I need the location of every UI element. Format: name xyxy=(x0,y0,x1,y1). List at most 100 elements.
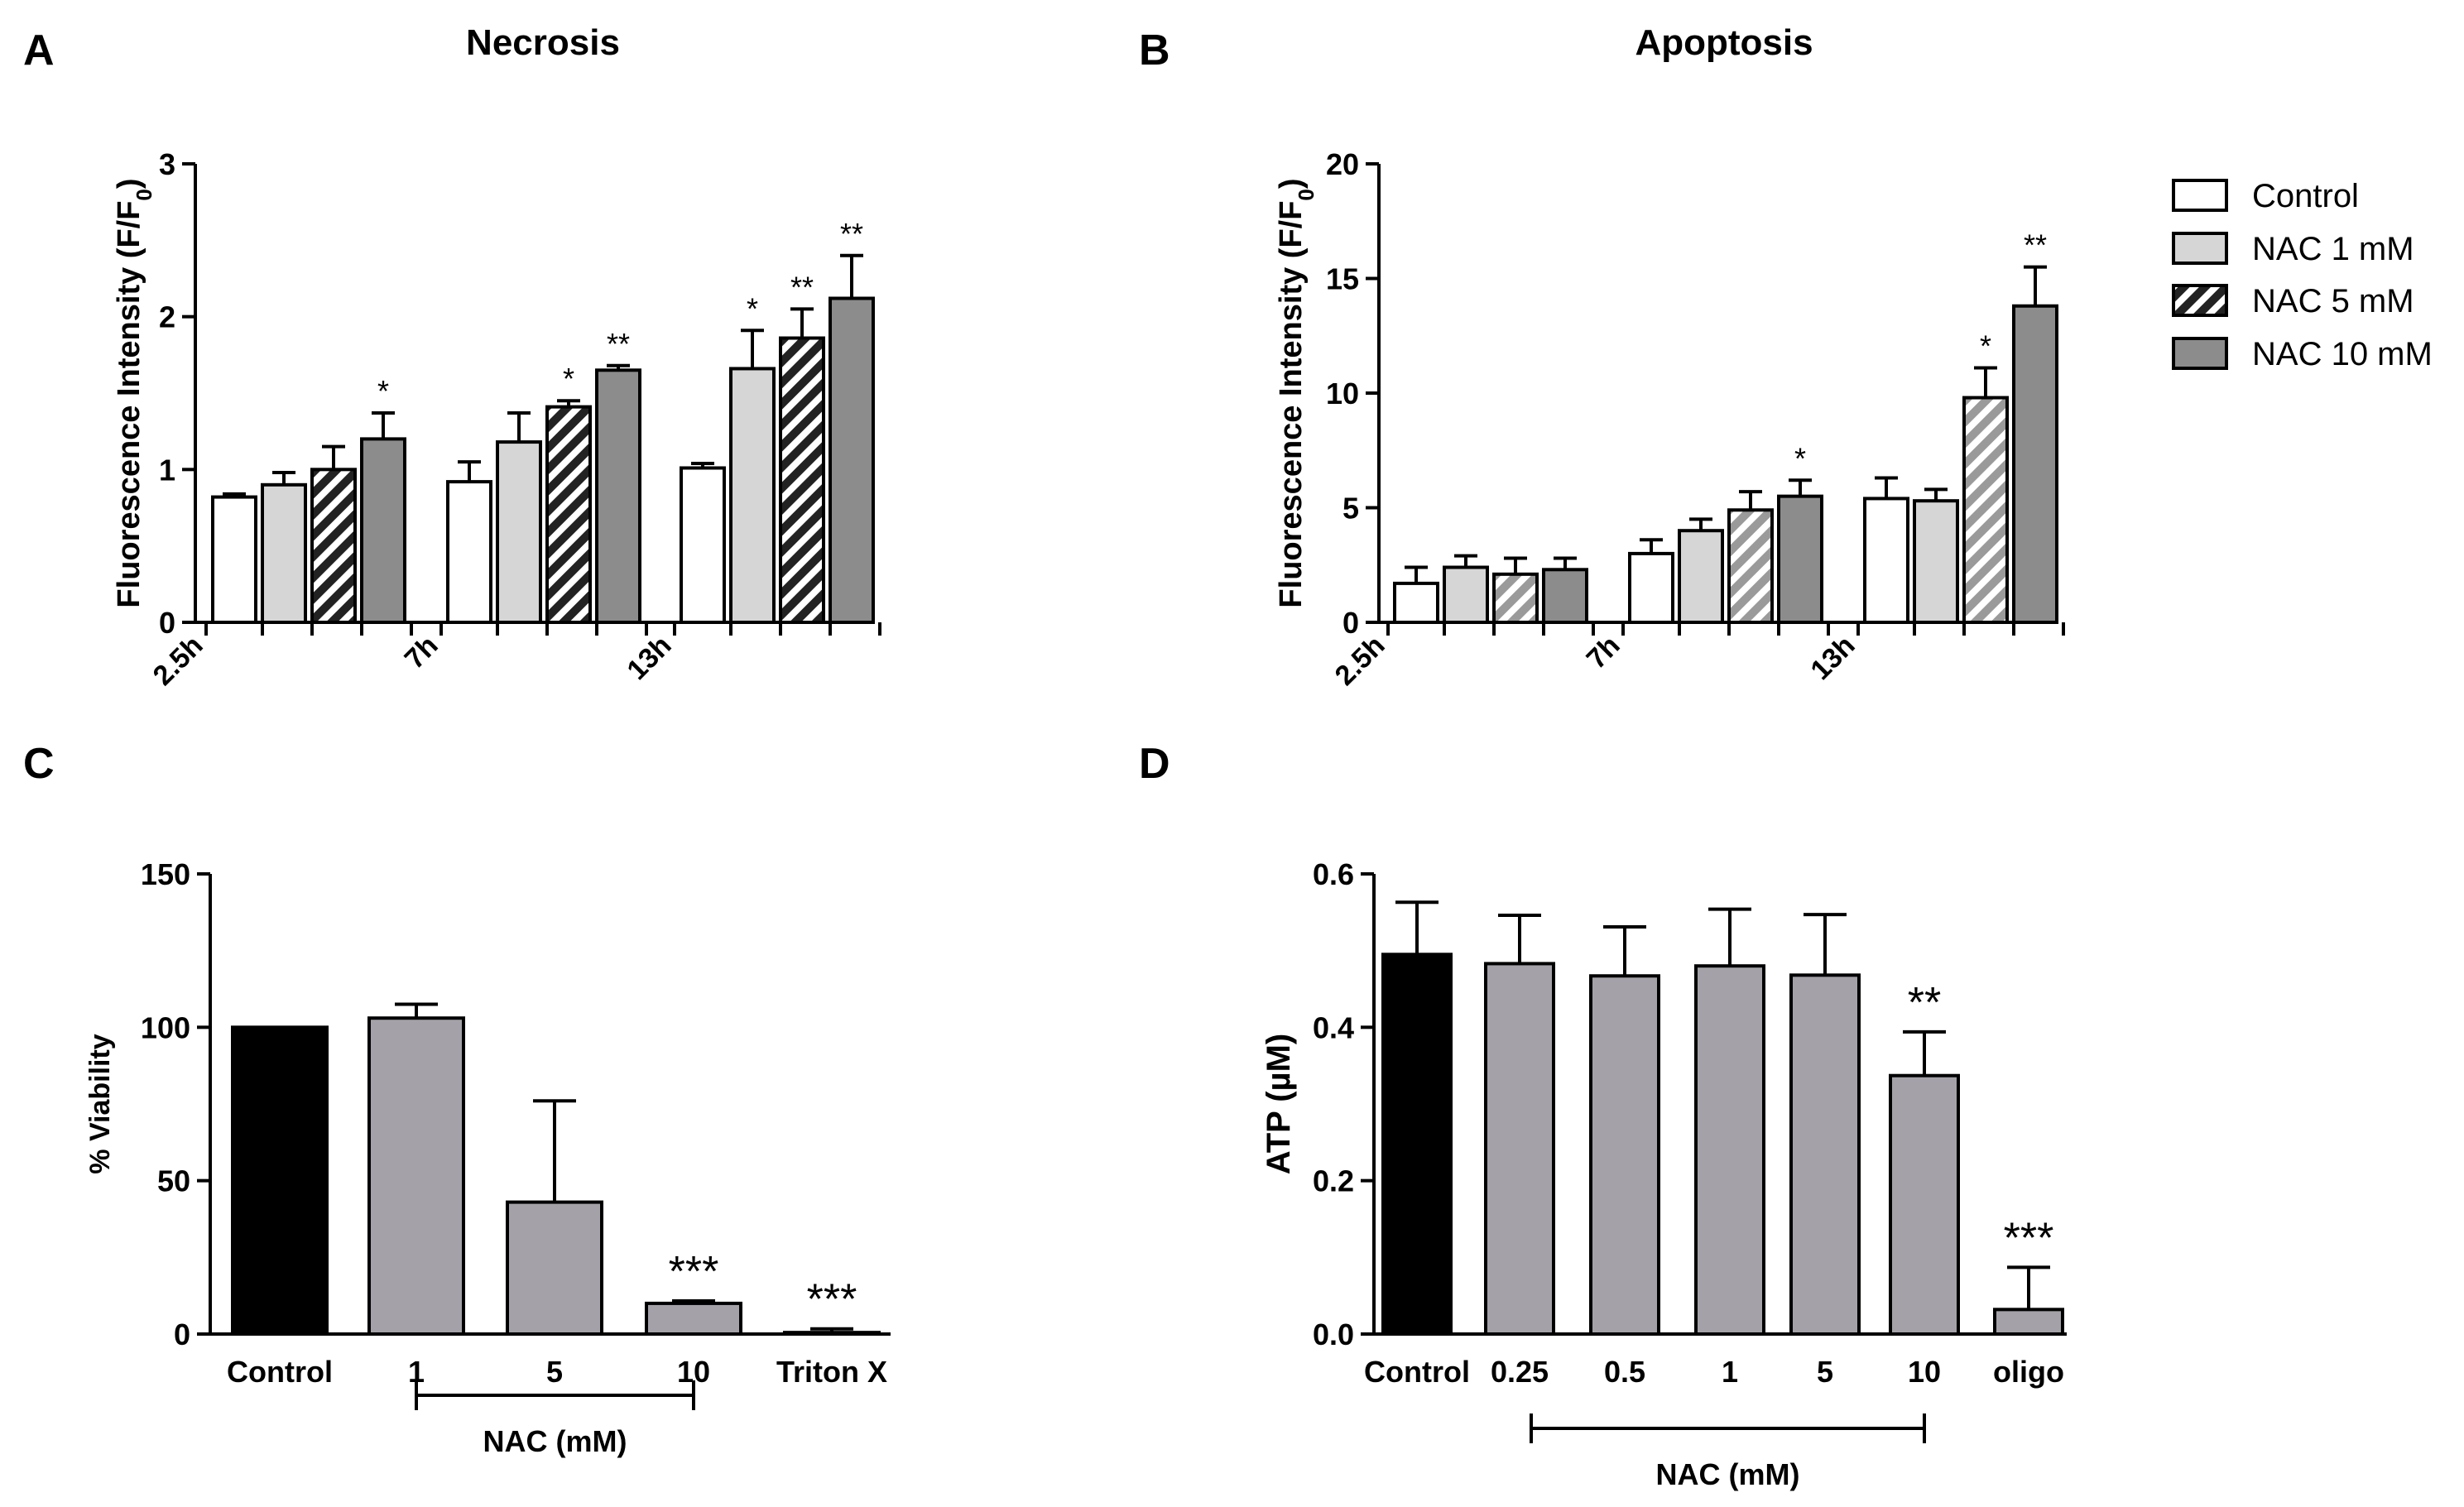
legend: Control NAC 1 mM NAC 5 mM NAC 10 mM xyxy=(2172,178,2433,372)
apoptosis-significance-label: ** xyxy=(2024,228,2047,262)
apoptosis-x-tick-label: 13h xyxy=(1804,630,1861,686)
viability-bar xyxy=(231,1025,329,1337)
viability-y-tick-label: 50 xyxy=(157,1164,190,1198)
apoptosis-y-tick-label: 15 xyxy=(1326,262,1359,296)
atp-significance-label: ** xyxy=(1908,979,1941,1027)
atp-y-tick-label: 0.2 xyxy=(1313,1164,1354,1198)
necrosis-bar xyxy=(680,466,726,625)
atp-significance-label: *** xyxy=(2004,1214,2054,1262)
viability-y-label: % Viability xyxy=(84,1034,116,1174)
apoptosis-significance-label: * xyxy=(1794,441,1806,475)
necrosis-bar xyxy=(729,367,776,624)
atp-bracket-label: NAC (mM) xyxy=(1656,1457,1800,1491)
atp-y-tick-label: 0.0 xyxy=(1313,1317,1354,1351)
atp-x-tick-label: Control xyxy=(1364,1355,1470,1389)
viability-x-tick-label: Triton X xyxy=(776,1355,887,1389)
necrosis-significance-label: ** xyxy=(790,270,814,304)
necrosis-x-tick-label: 13h xyxy=(621,630,677,686)
atp-y-tick-label: 0.6 xyxy=(1313,857,1354,891)
apoptosis-y-tick-label: 20 xyxy=(1326,147,1359,181)
necrosis-y-label: Fluorescence Intensity (F/F0) xyxy=(112,178,156,607)
apoptosis-bar xyxy=(1913,499,1959,624)
viability-x-tick-label: 5 xyxy=(546,1355,563,1389)
necrosis-significance-label: * xyxy=(563,362,574,396)
legend-swatch xyxy=(2172,179,2228,212)
necrosis-y-tick-label: 3 xyxy=(159,147,175,181)
viability-bar xyxy=(645,1301,742,1337)
atp-bar xyxy=(1589,974,1660,1337)
atp-bar xyxy=(1993,1308,2064,1337)
apoptosis-y-label: Fluorescence Intensity (F/F0) xyxy=(1274,178,1318,607)
apoptosis-bar xyxy=(1492,572,1539,625)
atp-bar xyxy=(1484,962,1555,1337)
apoptosis-x-tick-label: 2.5h xyxy=(1329,630,1391,692)
legend-label: Control xyxy=(2252,178,2359,214)
atp-bar xyxy=(1694,964,1765,1336)
necrosis-significance-label: ** xyxy=(607,327,630,361)
apoptosis-bar xyxy=(2012,304,2058,624)
atp-x-tick-label: 1 xyxy=(1722,1355,1738,1389)
legend-label: NAC 10 mM xyxy=(2252,336,2433,372)
atp-bar xyxy=(1789,973,1861,1336)
legend-label: NAC 1 mM xyxy=(2252,231,2414,267)
legend-label: NAC 5 mM xyxy=(2252,283,2414,319)
atp-bar xyxy=(1889,1073,1960,1337)
legend-swatch xyxy=(2172,337,2228,370)
viability-y-tick-label: 0 xyxy=(174,1317,190,1351)
necrosis-title: Necrosis xyxy=(466,22,620,63)
necrosis-y-tick-label: 1 xyxy=(159,453,175,487)
necrosis-bar xyxy=(261,482,307,624)
apoptosis-y-tick-label: 5 xyxy=(1342,492,1359,526)
necrosis-bar xyxy=(310,468,357,624)
apoptosis-bar xyxy=(1678,529,1724,625)
atp-x-tick-label: oligo xyxy=(1993,1355,2064,1389)
apoptosis-x-tick-label: 7h xyxy=(1581,630,1626,675)
necrosis-bar xyxy=(545,405,592,624)
necrosis-bar xyxy=(779,336,825,624)
viability-significance-label: *** xyxy=(807,1276,857,1324)
necrosis-bar xyxy=(211,495,257,624)
apoptosis-bar xyxy=(1863,497,1909,624)
panel-label-c: C xyxy=(23,740,55,788)
necrosis-y-tick-label: 0 xyxy=(159,606,175,640)
legend-swatch xyxy=(2172,232,2228,265)
apoptosis-bar xyxy=(1777,494,1823,625)
necrosis-bar xyxy=(360,437,406,625)
apoptosis-bar xyxy=(1542,568,1588,624)
necrosis-y-tick-label: 2 xyxy=(159,300,175,334)
viability-bar xyxy=(506,1200,603,1336)
apoptosis-bar xyxy=(1727,508,1774,625)
viability-bar xyxy=(367,1016,465,1337)
apoptosis-bar xyxy=(1443,565,1489,625)
necrosis-bar xyxy=(496,440,542,624)
necrosis-significance-label: * xyxy=(747,291,758,325)
necrosis-x-tick-label: 7h xyxy=(399,630,444,675)
legend-swatch xyxy=(2172,284,2228,317)
apoptosis-significance-label: * xyxy=(1980,329,1991,363)
viability-bar xyxy=(783,1331,881,1336)
atp-x-tick-label: 10 xyxy=(1908,1355,1941,1389)
viability-x-tick-label: 1 xyxy=(408,1355,425,1389)
atp-x-tick-label: 0.5 xyxy=(1604,1355,1645,1389)
necrosis-bar xyxy=(446,480,492,625)
apoptosis-bar xyxy=(1962,396,2009,624)
apoptosis-y-tick-label: 10 xyxy=(1326,377,1359,410)
apoptosis-bar xyxy=(1393,581,1439,624)
necrosis-bar xyxy=(595,368,641,624)
viability-y-tick-label: 150 xyxy=(141,857,190,891)
viability-x-tick-label: Control xyxy=(227,1355,333,1389)
apoptosis-y-tick-label: 0 xyxy=(1342,606,1359,640)
atp-x-tick-label: 0.25 xyxy=(1491,1355,1549,1389)
necrosis-x-tick-label: 2.5h xyxy=(147,630,209,692)
panel-label-b: B xyxy=(1139,26,1170,74)
atp-x-tick-label: 5 xyxy=(1817,1355,1833,1389)
panel-label-d: D xyxy=(1139,740,1170,788)
atp-bar xyxy=(1381,953,1453,1337)
necrosis-significance-label: * xyxy=(377,374,389,408)
apoptosis-bar xyxy=(1628,551,1674,625)
viability-significance-label: *** xyxy=(669,1248,719,1296)
